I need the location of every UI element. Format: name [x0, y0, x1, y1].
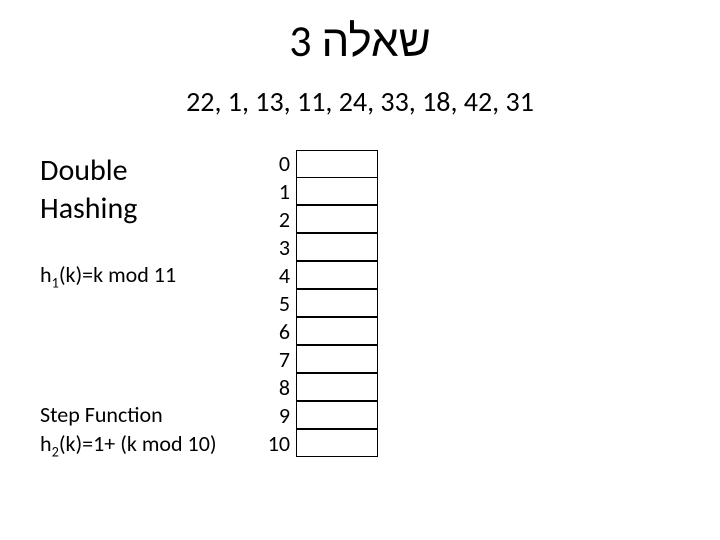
slot-index: 7	[260, 346, 296, 374]
table-row: 5	[260, 290, 378, 318]
slot-cell	[296, 373, 378, 401]
table-row: 10	[260, 430, 378, 458]
h1-rest: (k)=k mod 11	[59, 261, 176, 288]
table-row: 7	[260, 346, 378, 374]
table-row: 4	[260, 262, 378, 290]
left-column: Double Hashing h1(k)=k mod 11 Step Funct…	[40, 152, 270, 461]
slot-index: 4	[260, 262, 296, 290]
table-row: 8	[260, 374, 378, 402]
heading-line-1: Double	[40, 152, 128, 189]
h1-prefix: h	[40, 261, 52, 288]
slot-index: 2	[260, 206, 296, 234]
slot-cell	[296, 150, 378, 178]
slot-cell	[296, 429, 378, 457]
double-hashing-heading: Double Hashing	[40, 152, 270, 227]
slot-index: 0	[260, 150, 296, 178]
h2-rest: (k)=1+ (k mod 10)	[59, 430, 217, 457]
numbers-line: 22, 1, 13, 11, 24, 33, 18, 42, 31	[0, 84, 720, 119]
slot-index: 6	[260, 318, 296, 346]
slot-index: 8	[260, 374, 296, 402]
heading-line-2: Hashing	[40, 190, 137, 227]
slide: שאלה 3 22, 1, 13, 11, 24, 33, 18, 42, 31…	[0, 0, 720, 540]
slot-cell	[296, 177, 378, 205]
table-row: 6	[260, 318, 378, 346]
slot-index: 9	[260, 402, 296, 430]
step-function-block: Step Function h2(k)=1+ (k mod 10)	[40, 401, 270, 461]
table-row: 9	[260, 402, 378, 430]
table-row: 0	[260, 150, 378, 178]
h2-prefix: h	[40, 430, 52, 457]
table-row: 3	[260, 234, 378, 262]
h1-sub: 1	[52, 273, 59, 291]
slot-cell	[296, 261, 378, 289]
page-title: שאלה 3	[0, 14, 720, 68]
slot-cell	[296, 289, 378, 317]
slot-cell	[296, 233, 378, 261]
slot-cell	[296, 345, 378, 373]
h1-function: h1(k)=k mod 11	[40, 261, 270, 291]
table-row: 1	[260, 178, 378, 206]
hash-table: 0 1 2 3 4 5 6 7	[260, 150, 378, 458]
slot-index: 1	[260, 178, 296, 206]
slot-index: 3	[260, 234, 296, 262]
table-row: 2	[260, 206, 378, 234]
step-function-label: Step Function	[40, 401, 270, 430]
slot-cell	[296, 205, 378, 233]
slot-cell	[296, 401, 378, 429]
h2-sub: 2	[52, 442, 59, 460]
slot-index: 10	[260, 430, 296, 458]
h2-function: h2(k)=1+ (k mod 10)	[40, 430, 270, 461]
slot-cell	[296, 317, 378, 345]
slot-index: 5	[260, 290, 296, 318]
